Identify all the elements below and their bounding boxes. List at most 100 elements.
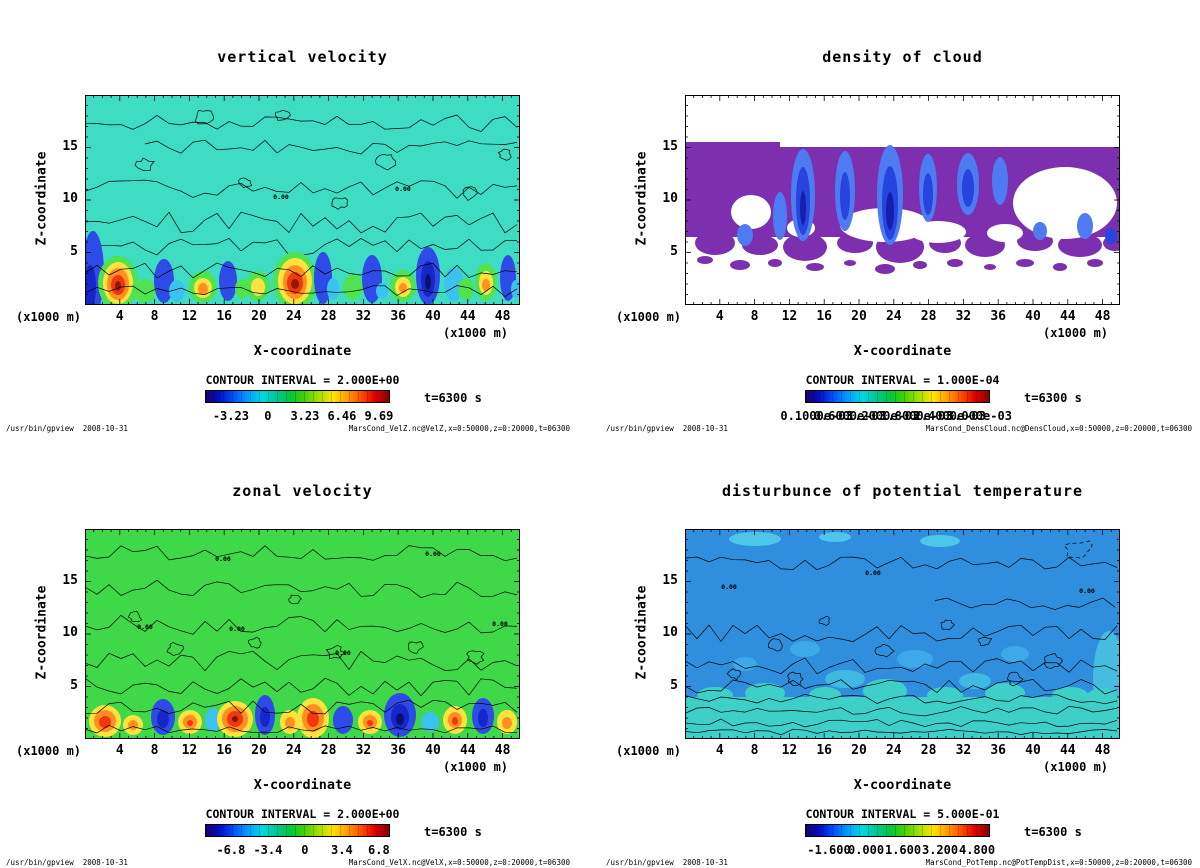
contour-plot bbox=[685, 95, 1120, 305]
plot-frame bbox=[685, 529, 1120, 739]
x-tick-label: 36 bbox=[990, 309, 1007, 324]
x-tick-label: 8 bbox=[150, 309, 159, 324]
colorbar-tick-label: 3.200 bbox=[921, 843, 959, 857]
x-tick-label: 20 bbox=[851, 309, 867, 324]
contour-value-label: 0.00 bbox=[865, 569, 881, 577]
colorbar bbox=[805, 824, 990, 837]
contour-plot: 0.00 0.00 0.00 bbox=[685, 529, 1120, 739]
y-tick-label: 5 bbox=[670, 677, 678, 693]
x-tick-label: 16 bbox=[216, 743, 233, 758]
colorbar-tick-label: -3.4 bbox=[253, 843, 283, 857]
time-label: t=6300 s bbox=[1024, 825, 1082, 839]
panel-density-of-cloud: density of cloud Z-coordinate (x1000 m) … bbox=[600, 0, 1200, 434]
y-tick-label: 10 bbox=[662, 625, 678, 640]
x-tick-label: 4 bbox=[715, 743, 724, 758]
x-tick-label: 44 bbox=[459, 309, 476, 324]
footer-command: /usr/bin/gpview 2008-10-31 bbox=[6, 858, 128, 867]
x-tick-label: 48 bbox=[1094, 309, 1111, 324]
colorbar-tick-label: 1.2000e-03 bbox=[847, 409, 920, 423]
contour-value-label: 0.00 bbox=[492, 620, 508, 628]
x-tick-label: 32 bbox=[355, 743, 372, 758]
time-label: t=6300 s bbox=[424, 825, 482, 839]
colorbar bbox=[205, 390, 390, 403]
y-tick-label: 5 bbox=[670, 243, 678, 259]
x-tick-label: 48 bbox=[494, 743, 511, 758]
colorbar-tick-label: 6.46 bbox=[327, 409, 357, 423]
contour-interval-label: CONTOUR INTERVAL = 5.000E-01 bbox=[805, 807, 1000, 821]
panel-vertical-velocity: vertical velocity Z-coordinate 0.00 0.00 … bbox=[0, 0, 600, 434]
y-tick-label: 10 bbox=[662, 191, 678, 206]
x-tick-label: 28 bbox=[320, 743, 337, 758]
panel-title: vertical velocity bbox=[217, 48, 388, 66]
colorbar-tick-label: 6.8 bbox=[368, 843, 390, 857]
x-tick-label: 24 bbox=[285, 309, 302, 324]
y-tick-label: 5 bbox=[70, 677, 78, 693]
x-tick-label: 40 bbox=[425, 743, 441, 758]
time-label: t=6300 s bbox=[1024, 391, 1082, 405]
footer-file: MarsCond_DensCloud.nc@DensCloud,x=0:5000… bbox=[925, 424, 1192, 433]
x-tick-label: 48 bbox=[494, 309, 511, 324]
x-tick-label: 24 bbox=[885, 743, 902, 758]
colorbar-tick-label: -6.8 bbox=[216, 843, 246, 857]
plot-frame bbox=[685, 95, 1120, 305]
contour-plot: 0.00 0.00 0.00 0.00 0.00 0.00 bbox=[85, 529, 520, 739]
x-tick-label: 8 bbox=[150, 743, 159, 758]
x-tick-label: 4 bbox=[115, 309, 124, 324]
x-tick-label: 20 bbox=[851, 743, 867, 758]
x-unit-label-left: (x1000 m) bbox=[616, 744, 682, 758]
contour-plot: 0.00 0.00 bbox=[85, 95, 520, 305]
colorbar-tick-label: 0.1000e-03 bbox=[780, 409, 853, 423]
x-tick-label: 44 bbox=[459, 743, 476, 758]
contour-value-label: 0.00 bbox=[137, 623, 153, 631]
x-tick-label: 12 bbox=[781, 743, 798, 758]
x-tick-label: 32 bbox=[355, 309, 372, 324]
contour-art: 0.00 0.00 0.00 bbox=[685, 532, 1120, 739]
x-axis-label: X-coordinate bbox=[853, 343, 952, 359]
colorbar-tick-label: 0.000 bbox=[847, 843, 885, 857]
x-tick-label: 28 bbox=[320, 309, 337, 324]
plot-frame bbox=[85, 95, 520, 305]
x-tick-label: 44 bbox=[1059, 309, 1076, 324]
colorbar-tick-label: 3.23 bbox=[290, 409, 320, 423]
panel-zonal-velocity: zonal velocity Z-coordinate 0.00 0.00 0.00… bbox=[0, 434, 600, 868]
colorbar-tick-label: 3.4 bbox=[331, 843, 353, 857]
x-tick-label: 48 bbox=[1094, 743, 1111, 758]
colorbar bbox=[805, 390, 990, 403]
x-tick-label: 20 bbox=[251, 309, 267, 324]
colorbar-tick-label: 0.6000e-03 bbox=[813, 409, 886, 423]
x-tick-label: 28 bbox=[920, 309, 937, 324]
x-unit-label-right: (x1000 m) bbox=[443, 760, 509, 774]
x-tick-label: 36 bbox=[390, 309, 407, 324]
x-tick-label: 44 bbox=[1059, 743, 1076, 758]
contour-value-label: 0.00 bbox=[1079, 587, 1095, 595]
x-unit-label-right: (x1000 m) bbox=[1043, 326, 1109, 340]
panel-potential-temperature-disturbance: disturbunce of potential temperature Z-c… bbox=[600, 434, 1200, 868]
contour-art: 0.00 0.00 0.00 0.00 0.00 0.00 bbox=[85, 545, 518, 738]
x-unit-label-left: (x1000 m) bbox=[616, 310, 682, 324]
colorbar bbox=[205, 824, 390, 837]
footer-file: MarsCond_PotTemp.nc@PotTempDist,x=0:5000… bbox=[925, 858, 1192, 867]
colorbar-tick-label: 9.69 bbox=[364, 409, 394, 423]
x-unit-label-left: (x1000 m) bbox=[16, 744, 82, 758]
colorbar-tick-label: 1.8000e-03 bbox=[880, 409, 953, 423]
panel-title: density of cloud bbox=[822, 48, 983, 66]
x-tick-label: 4 bbox=[115, 743, 124, 758]
y-tick-label: 15 bbox=[62, 572, 78, 588]
footer-command: /usr/bin/gpview 2008-10-31 bbox=[6, 424, 128, 433]
x-tick-label: 40 bbox=[1025, 743, 1041, 758]
x-tick-label: 32 bbox=[955, 743, 972, 758]
x-tick-label: 40 bbox=[1025, 309, 1041, 324]
colorbar-tick-label: 0 bbox=[264, 409, 272, 423]
x-tick-label: 8 bbox=[750, 743, 759, 758]
contour-interval-label: CONTOUR INTERVAL = 2.000E+00 bbox=[205, 807, 400, 821]
x-tick-label: 40 bbox=[425, 309, 441, 324]
x-axis-label: X-coordinate bbox=[253, 343, 352, 359]
contour-art bbox=[685, 142, 1120, 274]
colorbar-tick-label: 1.600 bbox=[884, 843, 922, 857]
footer-command: /usr/bin/gpview 2008-10-31 bbox=[606, 858, 728, 867]
x-tick-label: 16 bbox=[216, 309, 233, 324]
x-tick-label: 36 bbox=[390, 743, 407, 758]
x-unit-label-left: (x1000 m) bbox=[16, 310, 82, 324]
x-tick-label: 12 bbox=[181, 309, 198, 324]
